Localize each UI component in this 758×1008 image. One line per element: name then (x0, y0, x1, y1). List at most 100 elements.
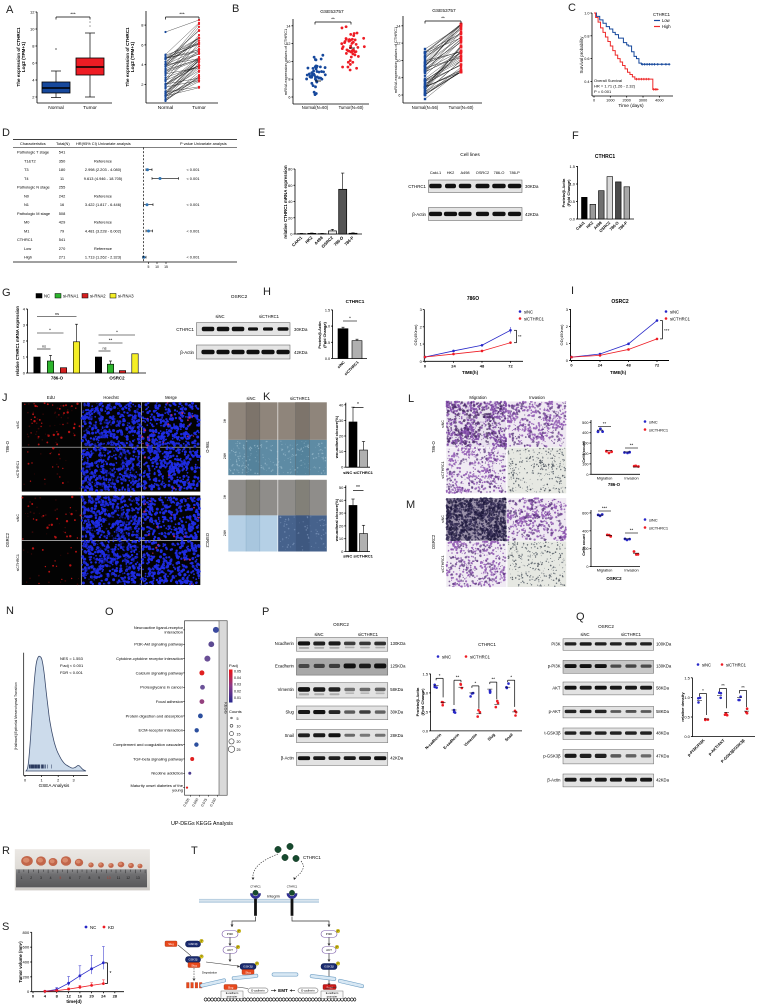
svg-text:CTHRC1: CTHRC1 (408, 184, 426, 189)
svg-text:C: C (568, 2, 576, 14)
svg-text:T1&T2: T1&T2 (24, 158, 36, 163)
svg-text:siNC: siNC (649, 420, 658, 425)
svg-text:Total(N): Total(N) (56, 141, 70, 146)
svg-text:***: *** (602, 506, 607, 511)
svg-text:HR = 1.71 (1.26 - 2.32): HR = 1.71 (1.26 - 2.32) (594, 84, 636, 89)
svg-text:Merge: Merge (165, 395, 178, 400)
svg-text:Tumor volume (mm³): Tumor volume (mm³) (18, 941, 23, 983)
svg-text:T4: T4 (24, 176, 29, 181)
svg-text:0: 0 (420, 359, 423, 364)
svg-text:15: 15 (237, 732, 241, 736)
svg-text:125KDa: 125KDa (390, 664, 406, 669)
svg-text:1: 1 (566, 341, 569, 346)
svg-text:541: 541 (59, 150, 66, 155)
svg-text:High: High (662, 24, 671, 29)
svg-text:CTHRC1: CTHRC1 (303, 855, 321, 860)
svg-text:Caki1: Caki1 (575, 220, 587, 232)
svg-text:The expression of CTHRC1: The expression of CTHRC1 (125, 27, 130, 87)
svg-text:*: * (439, 673, 441, 678)
svg-text:Survival probability: Survival probability (579, 36, 584, 74)
svg-text:p-PI3K: p-PI3K (548, 664, 561, 669)
svg-text:80: 80 (288, 167, 293, 172)
svg-text:8: 8 (288, 78, 290, 82)
svg-text:786-O: 786-O (5, 440, 10, 452)
svg-text:3000: 3000 (639, 99, 647, 103)
svg-text:**: ** (603, 421, 607, 426)
svg-text:40: 40 (339, 402, 344, 407)
svg-text:KD: KD (108, 925, 114, 930)
svg-text:10: 10 (155, 265, 159, 269)
svg-text:1: 1 (21, 876, 23, 880)
svg-text:1.0: 1.0 (569, 182, 575, 187)
svg-text:0H: 0H (223, 494, 227, 499)
svg-text:3: 3 (420, 307, 423, 312)
svg-text:8: 8 (56, 994, 59, 999)
svg-text:Pathologic M stage: Pathologic M stage (17, 211, 50, 216)
svg-text:15: 15 (164, 265, 168, 269)
svg-text:interaction: interaction (165, 630, 183, 635)
svg-text:0.5: 0.5 (423, 709, 429, 714)
svg-text:786-P: 786-P (509, 170, 520, 175)
svg-text:Pathologic N stage: Pathologic N stage (17, 185, 50, 190)
svg-text:30KDa: 30KDa (390, 710, 403, 715)
svg-text:siCTHRC1: siCTHRC1 (726, 663, 747, 668)
svg-text:0: 0 (586, 565, 588, 569)
svg-text:promoter: promoter (327, 994, 338, 998)
svg-text:0.6: 0.6 (584, 57, 589, 61)
svg-text:3: 3 (23, 323, 26, 328)
svg-text:2: 2 (32, 95, 35, 100)
svg-text:young: young (172, 787, 183, 792)
svg-text:relative CTHRC1 mRNA expressio: relative CTHRC1 mRNA expression (15, 306, 20, 376)
svg-text:ECM-receptor interaction: ECM-receptor interaction (139, 728, 183, 733)
svg-text:13: 13 (136, 876, 140, 880)
svg-text:GSE53757: GSE53757 (432, 8, 456, 14)
svg-text:2000: 2000 (622, 99, 630, 103)
svg-text:8: 8 (141, 23, 144, 28)
svg-text:OSRC2: OSRC2 (606, 576, 622, 581)
svg-text:L: L (408, 393, 414, 405)
svg-text:siNC: siNC (524, 310, 533, 315)
svg-text:*: * (510, 675, 512, 680)
svg-text:High: High (24, 255, 32, 260)
svg-text:Hoechst: Hoechst (103, 395, 119, 400)
svg-text:PI3K: PI3K (326, 932, 333, 936)
svg-text:0.0: 0.0 (569, 217, 575, 222)
svg-text:14: 14 (396, 24, 400, 28)
svg-text:1.0: 1.0 (325, 325, 330, 329)
svg-text:HR(95% CI) Univariate analysis: HR(95% CI) Univariate analysis (76, 141, 131, 146)
svg-text:0.100: 0.100 (209, 798, 217, 808)
svg-text:0.4: 0.4 (584, 80, 589, 84)
svg-text:200: 200 (582, 547, 588, 551)
svg-text:CTHRC1: CTHRC1 (17, 237, 33, 242)
svg-text:NES = 1.553: NES = 1.553 (60, 656, 84, 661)
svg-text:Maturity onset diabetes of the: Maturity onset diabetes of the (131, 783, 184, 788)
svg-text:20: 20 (288, 215, 293, 220)
svg-text:Normal: Normal (158, 105, 173, 111)
svg-text:GSK3β: GSK3β (243, 965, 253, 969)
svg-text:AKT: AKT (326, 948, 332, 952)
svg-text:Slug: Slug (228, 985, 234, 989)
svg-text:10: 10 (30, 27, 35, 32)
svg-text:siCTHRC1: siCTHRC1 (649, 428, 669, 433)
svg-text:P: P (256, 962, 258, 966)
svg-text:786-O: 786-O (608, 482, 621, 487)
svg-text:24: 24 (451, 363, 456, 368)
svg-text:Degradation: Degradation (202, 971, 218, 975)
svg-text:20: 20 (89, 994, 94, 999)
svg-text:24H: 24H (223, 529, 227, 536)
svg-text:Low: Low (662, 18, 671, 23)
svg-text:Protein digestion and absorpti: Protein digestion and absorption (126, 713, 183, 718)
svg-text:siNC: siNC (441, 420, 445, 428)
svg-text:5: 5 (148, 265, 150, 269)
svg-text:Reference: Reference (94, 220, 112, 225)
svg-text:1.0: 1.0 (684, 695, 690, 700)
svg-text:TIME(h): TIME(h) (610, 370, 627, 375)
svg-text:***: *** (664, 328, 670, 333)
svg-text:0.8: 0.8 (584, 34, 589, 38)
svg-text:Time (days): Time (days) (618, 103, 644, 109)
svg-text:429: 429 (59, 220, 66, 225)
svg-text:5: 5 (59, 876, 61, 880)
svg-text:12: 12 (396, 42, 400, 46)
svg-text:28: 28 (113, 994, 118, 999)
svg-text:I: I (571, 285, 574, 297)
